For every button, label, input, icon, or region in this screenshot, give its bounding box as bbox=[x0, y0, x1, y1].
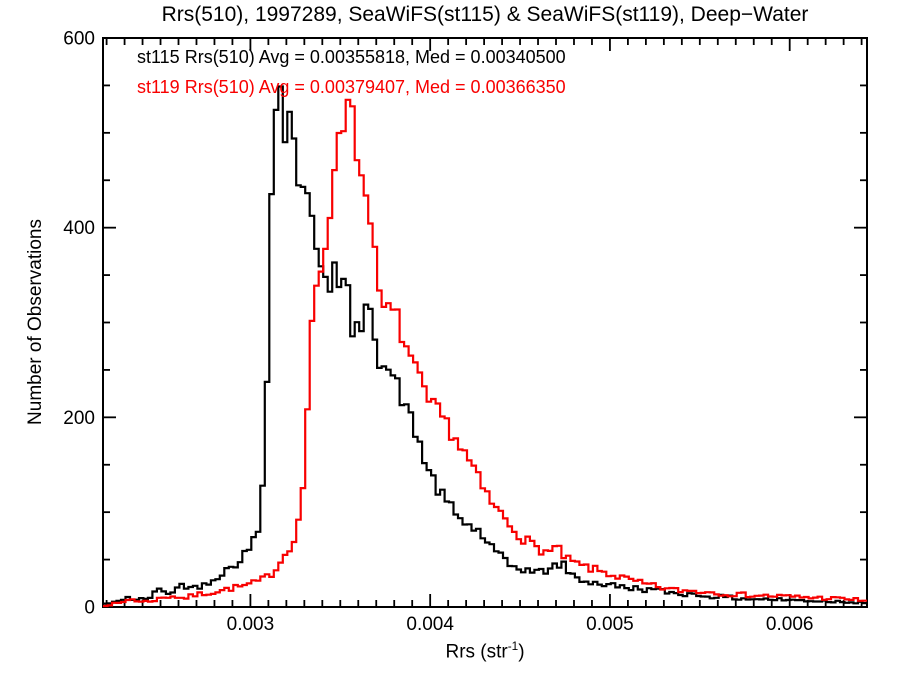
x-axis-title-text: Rrs (str bbox=[445, 641, 508, 663]
y-axis-title: Number of Observations bbox=[25, 219, 46, 425]
y-tick-label: 0 bbox=[84, 598, 95, 619]
x-tick-label: 0.005 bbox=[586, 614, 634, 635]
axis-frame bbox=[102, 37, 868, 608]
y-tick-label: 400 bbox=[63, 218, 95, 239]
x-axis-title: Rrs (str-1) bbox=[103, 640, 867, 663]
x-tick-label: 0.004 bbox=[406, 614, 454, 635]
legend-entry-st119: st119 Rrs(510) Avg = 0.00379407, Med = 0… bbox=[137, 77, 566, 97]
legend-entry-st115: st115 Rrs(510) Avg = 0.00355818, Med = 0… bbox=[137, 47, 566, 67]
x-axis-title-superscript: -1 bbox=[507, 640, 519, 653]
histogram-st119 bbox=[103, 98, 867, 608]
x-tick-label: 0.003 bbox=[227, 614, 275, 635]
chart-title: Rrs(510), 1997289, SeaWiFS(st115) & SeaW… bbox=[161, 3, 809, 26]
x-tick-label: 0.006 bbox=[766, 614, 814, 635]
y-tick-label: 200 bbox=[63, 408, 95, 429]
histogram-st115 bbox=[103, 85, 867, 605]
y-tick-label: 600 bbox=[63, 29, 95, 50]
x-axis-title-close: ) bbox=[518, 641, 525, 663]
